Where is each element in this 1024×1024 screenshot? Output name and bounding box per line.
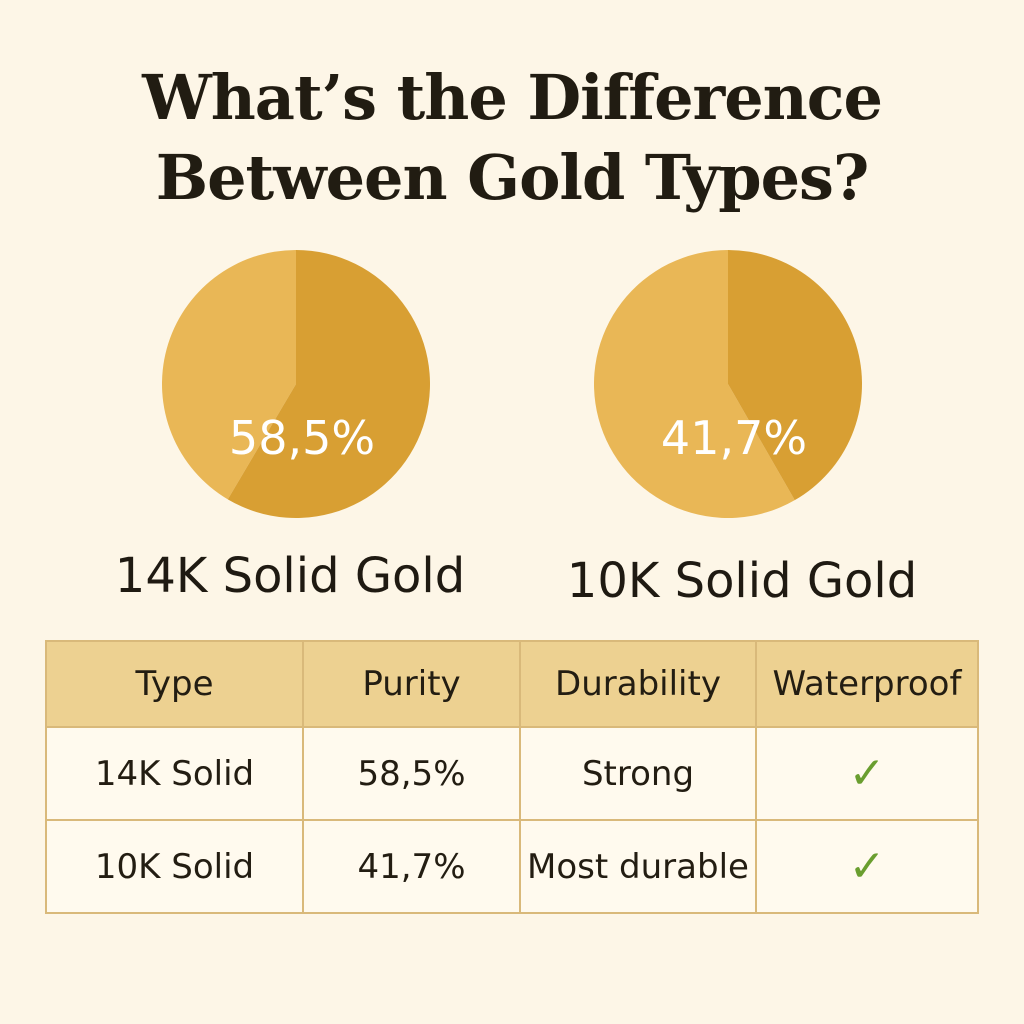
cell-purity: 58,5% (302, 726, 521, 821)
comparison-table: Type Purity Durability Waterproof 14K So… (45, 640, 979, 914)
pie-slice (227, 250, 431, 518)
header-waterproof: Waterproof (755, 640, 979, 728)
cell-durability: Strong (519, 726, 757, 821)
title-line-2: Between Gold Types? (155, 141, 870, 214)
table-header-row: Type Purity Durability Waterproof (45, 640, 979, 728)
header-durability: Durability (519, 640, 757, 728)
check-icon: ✓ (755, 819, 979, 914)
cell-durability: Most durable (519, 819, 757, 914)
header-type: Type (45, 640, 304, 728)
pie-slice (593, 250, 795, 518)
pie-slice (162, 250, 296, 500)
page-title: What’s the Difference Between Gold Types… (0, 58, 1024, 218)
pie-chart-10k: 41,7% (593, 250, 862, 518)
cell-purity: 41,7% (302, 819, 521, 914)
pie-title-14k: 14K Solid Gold (114, 548, 466, 604)
pie-center-label: 41,7% (661, 411, 807, 465)
check-icon: ✓ (755, 726, 979, 821)
cell-type: 14K Solid (45, 726, 304, 821)
pie-title-10k: 10K Solid Gold (566, 553, 918, 609)
header-purity: Purity (302, 640, 521, 728)
cell-type: 10K Solid (45, 819, 304, 914)
pie-slice (728, 250, 862, 501)
pie-center-label: 58,5% (229, 411, 375, 465)
title-line-1: What’s the Difference (142, 61, 883, 134)
pie-chart-14k: 58,5% (162, 250, 431, 518)
table-row: 14K Solid 58,5% Strong ✓ (45, 726, 979, 821)
table-row: 10K Solid 41,7% Most durable ✓ (45, 819, 979, 914)
